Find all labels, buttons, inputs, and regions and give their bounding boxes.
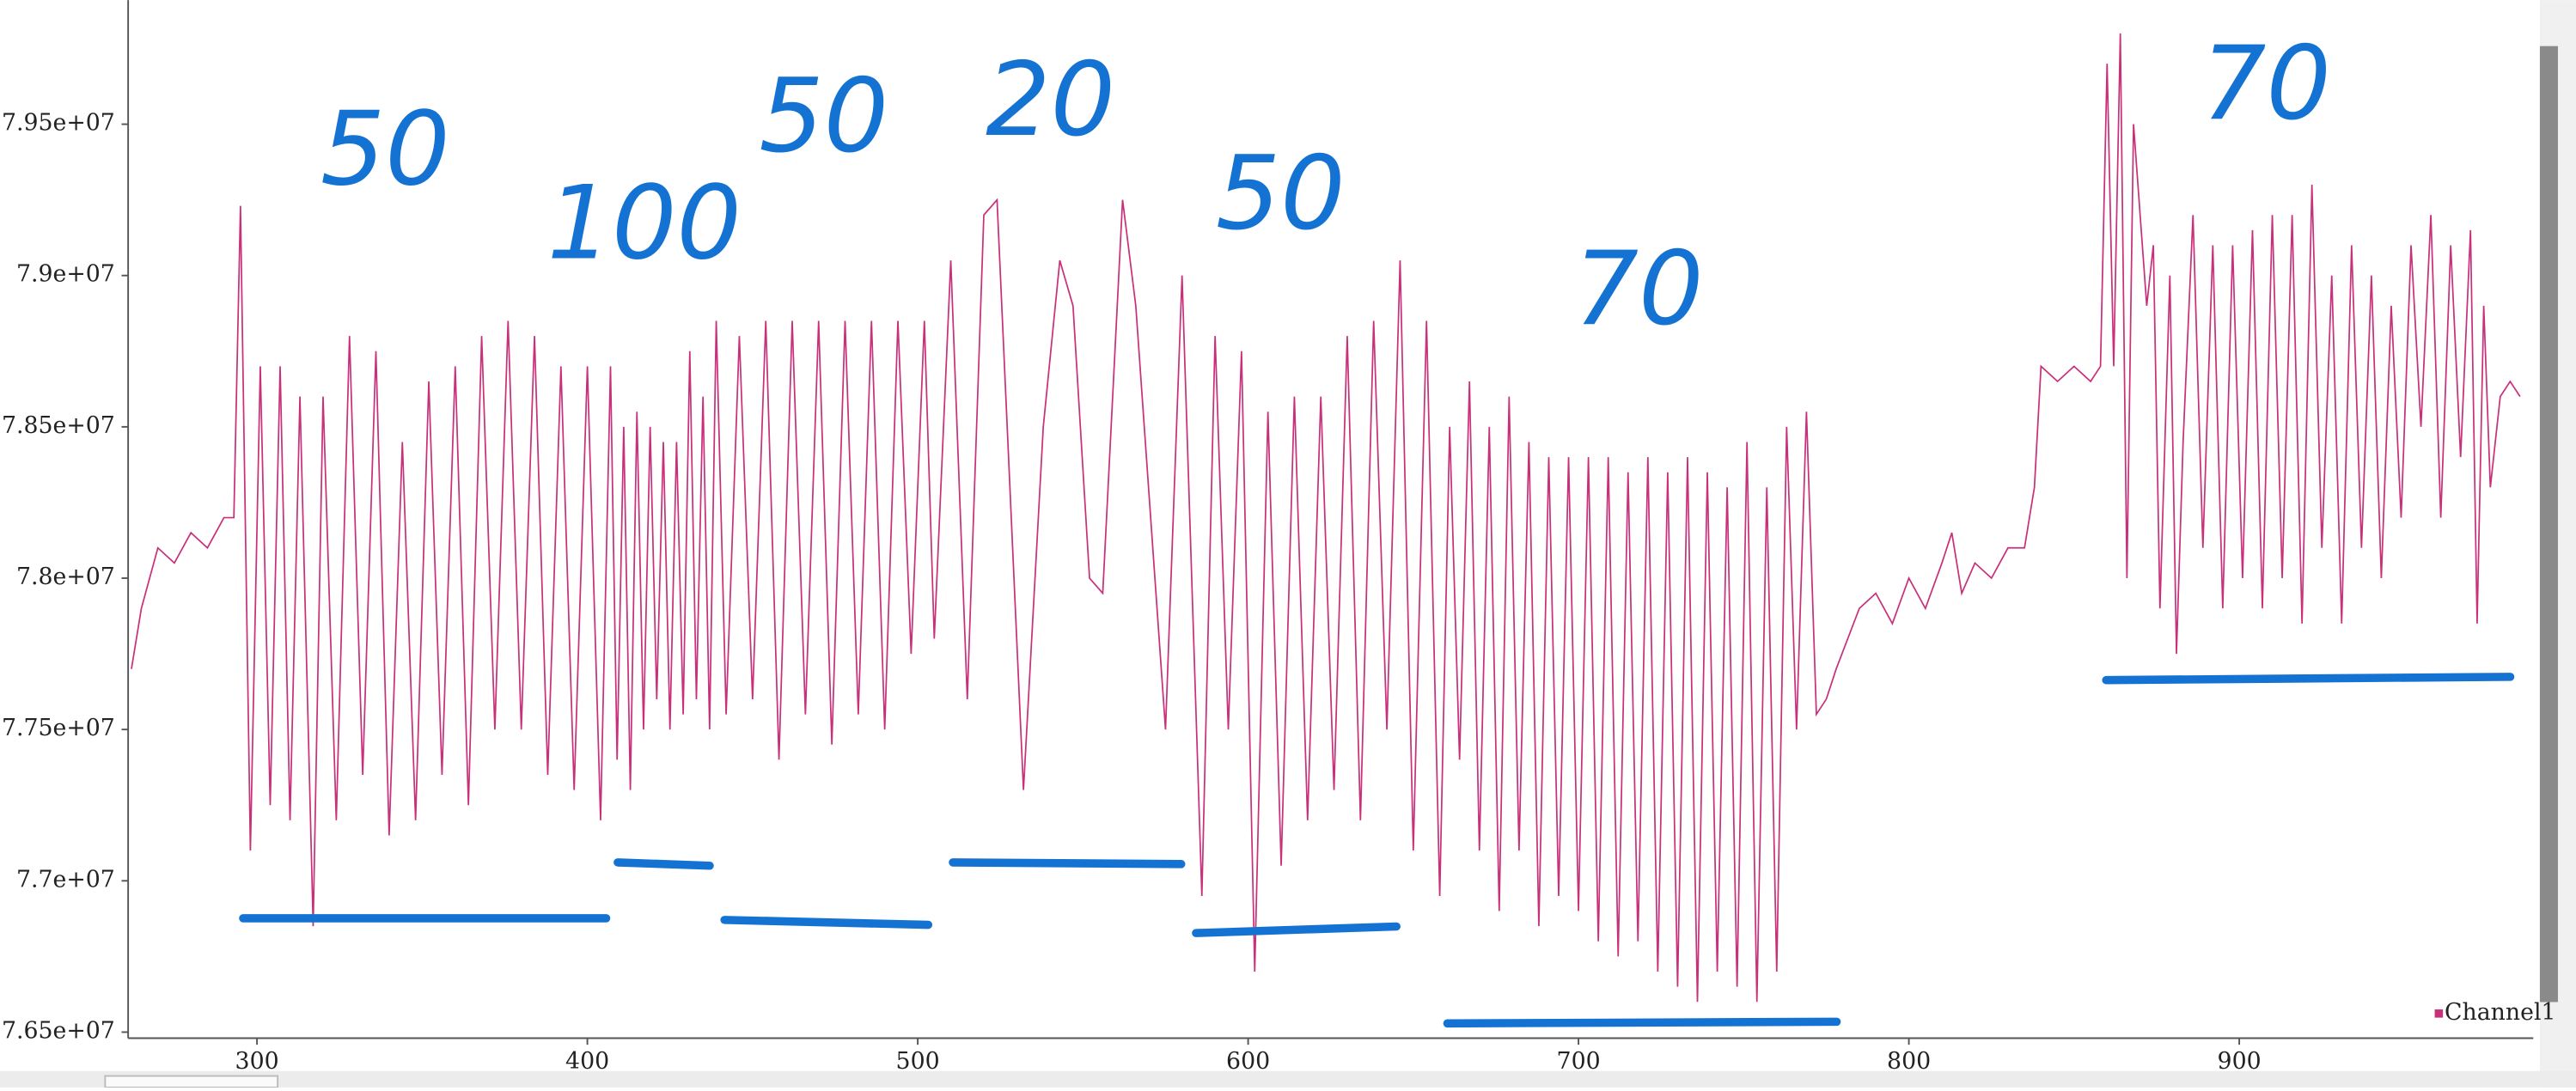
x-tick-label: 900 (2218, 1048, 2262, 1075)
data-line (131, 33, 2521, 1003)
y-tick-label: 7.9e+07 (16, 261, 115, 288)
plot: 7.65e+07 7.7e+07 7.75e+07 7.8e+07 7.85e+07 7.… (2, 33, 2556, 1075)
legend-swatch (2434, 1009, 2444, 1018)
y-tick-label: 7.95e+07 (2, 110, 115, 137)
underline (2102, 673, 2515, 685)
underline (949, 858, 1186, 869)
y-tick-label: 7.65e+07 (2, 1017, 115, 1044)
x-tick-label: 700 (1557, 1048, 1601, 1075)
annotation: 70 (2201, 24, 2331, 143)
x-tick-label: 600 (1226, 1048, 1270, 1075)
annotation: 50 (759, 57, 888, 175)
tab[interactable] (104, 1075, 279, 1088)
y-tick-label: 7.8e+07 (16, 564, 115, 590)
x-tick-label: 300 (235, 1048, 279, 1075)
scrollbar-thumb[interactable] (2539, 46, 2558, 1003)
annotation: 50 (320, 89, 450, 208)
annotation: 50 (1216, 134, 1346, 253)
tab-strip (0, 1070, 2576, 1088)
annotation: 70 (1574, 229, 1704, 348)
y-tick-label: 7.85e+07 (2, 412, 115, 439)
y-tick-label: 7.7e+07 (16, 866, 115, 893)
annotation: 20 (986, 40, 1115, 159)
underline (720, 916, 933, 929)
x-tick-label: 400 (565, 1048, 609, 1075)
underline (613, 858, 714, 870)
underline (1443, 1017, 1841, 1028)
underline (1192, 922, 1401, 937)
handwriting: 50 100 50 20 50 70 70 (239, 24, 2515, 1028)
annotation: 100 (547, 164, 742, 283)
x-tick-label: 800 (1887, 1048, 1931, 1075)
y-tick-label: 7.75e+07 (2, 715, 115, 741)
legend-label: Channel1 (2445, 999, 2556, 1026)
x-tick-label: 500 (896, 1048, 940, 1075)
